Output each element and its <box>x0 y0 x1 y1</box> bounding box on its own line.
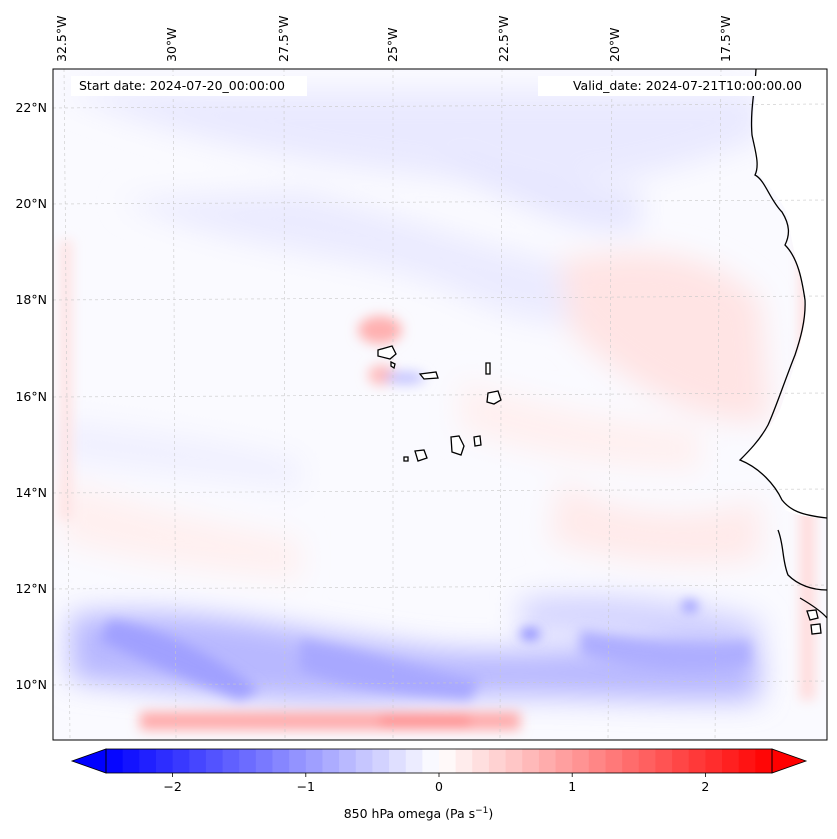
colorbar-tick-label: 2 <box>701 779 709 794</box>
colorbar-cell <box>439 749 457 773</box>
gridlines <box>53 69 827 740</box>
colorbar-cell <box>688 749 706 773</box>
map-frame <box>52 68 828 741</box>
lat-tick-label: 12°N <box>15 581 47 596</box>
colorbar-cell <box>155 749 174 773</box>
colorbar-cell <box>672 749 690 773</box>
colorbar-label-close: ) <box>488 806 494 822</box>
lon-tick-label: 30°W <box>164 27 179 62</box>
colorbar-tick-label: −2 <box>163 779 181 794</box>
lat-tick-labels: 22°N 20°N 18°N 16°N 14°N 12°N 10°N <box>15 100 47 692</box>
colorbar-cell <box>505 749 523 773</box>
colorbar-cell <box>405 749 423 773</box>
lat-tick-label: 16°N <box>15 389 47 404</box>
colorbar-cell <box>205 749 224 773</box>
colorbar-cell <box>705 749 723 773</box>
valid-date-annotation: Valid_date: 2024-07-21T10:00:00.00 <box>538 76 810 96</box>
lon-tick-label: 20°W <box>607 27 622 62</box>
colorbar-cell <box>106 749 124 773</box>
colorbar-cell <box>389 749 407 773</box>
lat-tick-label: 10°N <box>15 677 47 692</box>
lon-tick-label: 17.5°W <box>718 16 733 62</box>
colorbar-cell <box>555 749 573 773</box>
colorbar-cell <box>605 749 623 773</box>
colorbar-cells <box>106 749 773 773</box>
colorbar-cell <box>322 749 340 773</box>
colorbar-ticks: −2 −1 0 1 2 <box>163 773 709 794</box>
start-date-annotation: Start date: 2024-07-20_00:00:00 <box>71 76 307 96</box>
colorbar-tick-label: 1 <box>568 779 576 794</box>
lon-tick-label: 25°W <box>385 27 400 62</box>
colorbar-cell <box>189 749 207 773</box>
colorbar-cell <box>255 749 274 773</box>
colorbar-cell <box>355 749 373 773</box>
coastlines <box>377 69 827 635</box>
colorbar-cell <box>488 749 507 773</box>
colorbar-cell <box>738 749 756 773</box>
lat-tick-label: 22°N <box>15 100 47 115</box>
colorbar-tick-label: −1 <box>297 779 315 794</box>
colorbar-cell <box>572 749 590 773</box>
lat-tick-label: 18°N <box>15 292 47 307</box>
colorbar-cell <box>622 749 640 773</box>
lon-tick-label: 22.5°W <box>496 16 511 62</box>
colorbar-low-extend <box>70 748 107 774</box>
colorbar-cell <box>722 749 740 773</box>
colorbar-cell <box>122 749 140 773</box>
colorbar-cell <box>339 749 357 773</box>
colorbar-cell <box>289 749 307 773</box>
colorbar-cell <box>422 749 440 773</box>
colorbar-cell <box>272 749 290 773</box>
lon-tick-labels: 32.5°W 30°W 27.5°W 25°W 22.5°W 20°W 17.5… <box>54 16 733 62</box>
colorbar-cell <box>455 749 473 773</box>
colorbar-cell <box>538 749 557 773</box>
omega-field <box>53 69 827 740</box>
colorbar-cell <box>522 749 540 773</box>
colorbar-cell <box>755 749 773 773</box>
colorbar-cell <box>222 749 240 773</box>
colorbar-label-exponent: −1 <box>475 806 489 816</box>
colorbar-tick-label: 0 <box>435 779 443 794</box>
lat-tick-label: 20°N <box>15 196 47 211</box>
colorbar-high-extend <box>771 748 808 774</box>
colorbar-cell <box>239 749 257 773</box>
lon-tick-label: 32.5°W <box>54 16 69 62</box>
colorbar-cell <box>588 749 607 773</box>
colorbar-cell <box>472 749 490 773</box>
lat-tick-label: 14°N <box>15 485 47 500</box>
colorbar-label: 850 hPa omega (Pa s−1) <box>0 806 837 821</box>
colorbar-cell <box>305 749 324 773</box>
colorbar-cell <box>655 749 673 773</box>
colorbar-cell <box>172 749 190 773</box>
lon-tick-label: 27.5°W <box>276 16 291 62</box>
colorbar-label-main: 850 hPa omega (Pa s <box>343 806 476 822</box>
colorbar-cell <box>139 749 157 773</box>
colorbar-cell <box>372 749 390 773</box>
colorbar-cell <box>638 749 657 773</box>
colorbar: −2 −1 0 1 2 <box>70 748 808 794</box>
